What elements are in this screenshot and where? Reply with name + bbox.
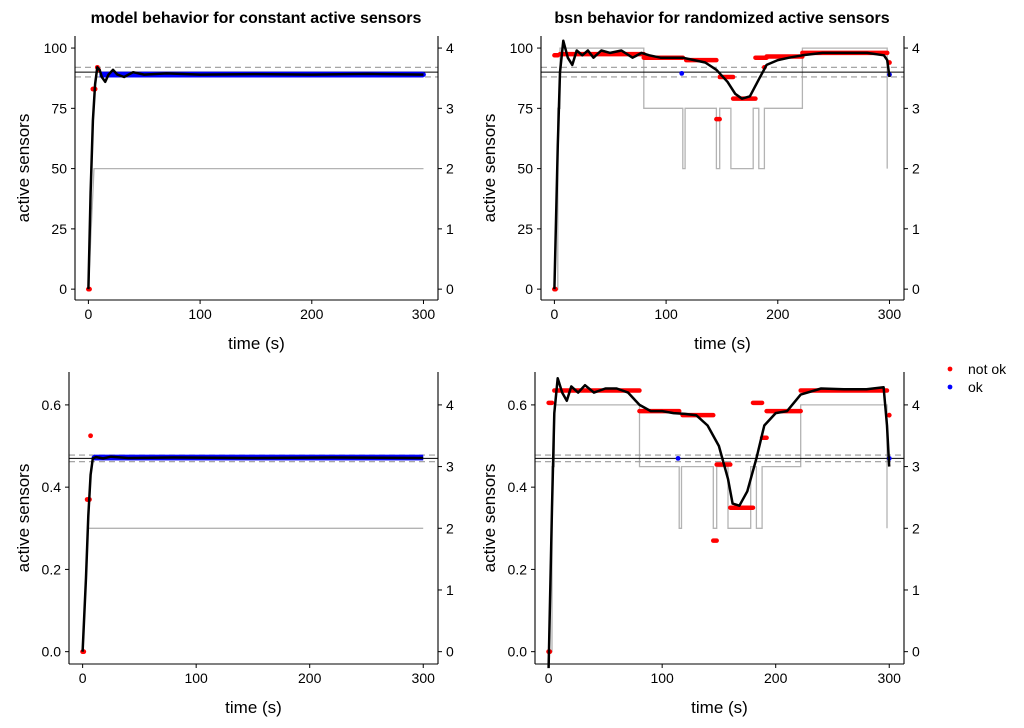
fit-line [553, 39, 891, 290]
y2-tick-label: 0 [446, 281, 454, 297]
y2-tick-label: 3 [446, 100, 454, 116]
y-tick-label: 0.4 [42, 479, 62, 495]
y-tick-label: 0 [59, 281, 67, 297]
x-tick-label: 100 [650, 670, 674, 686]
y-tick-label: 0.2 [508, 561, 528, 577]
y2-tick-label: 0 [912, 281, 920, 297]
y2-tick-label: 2 [446, 161, 454, 177]
legend-key [947, 366, 953, 372]
x-tick-label: 0 [551, 306, 559, 322]
y2-tick-label: 2 [912, 520, 920, 536]
y2-tick-label: 1 [912, 221, 920, 237]
y-tick-label: 50 [51, 161, 67, 177]
y2-tick-label: 1 [446, 221, 454, 237]
y2-tick-label: 1 [912, 582, 920, 598]
y2-tick-label: 2 [912, 161, 920, 177]
x-tick-label: 0 [545, 670, 553, 686]
x-tick-label: 200 [300, 306, 324, 322]
y-tick-label: 0.0 [508, 644, 528, 660]
panel-1: 0 100 200 300 0 25 50 75 100 0 1 2 3 4 time (s) active … [14, 10, 454, 353]
x-tick-label: 300 [878, 306, 902, 322]
y2-tick-label: 2 [446, 520, 454, 536]
x-tick-label: 200 [764, 670, 788, 686]
legend-label: ok [968, 379, 984, 395]
y2-tick-label: 1 [446, 582, 454, 598]
y-tick-label: 25 [517, 221, 533, 237]
y-tick-label: 0.0 [42, 644, 62, 660]
y-tick-label: 100 [44, 40, 68, 56]
fit-line [81, 455, 424, 652]
y2-tick-label: 3 [446, 459, 454, 475]
y-tick-label: 0.6 [42, 397, 62, 413]
active-set-line [87, 167, 424, 290]
y2-tick-label: 3 [912, 100, 920, 116]
y2-tick-label: 0 [912, 644, 920, 660]
x-tick-label: 300 [412, 670, 436, 686]
y2-tick-label: 4 [446, 397, 454, 413]
x-tick-label: 100 [654, 306, 678, 322]
fit-line [87, 66, 424, 290]
x-tick-label: 0 [79, 670, 87, 686]
x-tick-label: 300 [878, 670, 902, 686]
active-set-line [554, 47, 888, 290]
y-axis-label: active sensors [14, 114, 33, 223]
y-tick-label: 25 [51, 221, 67, 237]
x-tick-label: 0 [85, 306, 93, 322]
panel-title: model behavior for constant active senso… [91, 10, 422, 27]
ok-point [675, 455, 681, 461]
y2-tick-label: 0 [446, 644, 454, 660]
legend-key [947, 384, 953, 390]
x-axis-label: time (s) [228, 334, 285, 353]
panel-title: bsn behavior for randomized active senso… [554, 10, 889, 27]
x-tick-label: 200 [298, 670, 322, 686]
y-tick-label: 0.2 [42, 561, 62, 577]
x-axis-label: time (s) [694, 334, 751, 353]
y-axis-label: active sensors [480, 464, 499, 573]
panel-4: 0 100 200 300 0.0 0.2 0.4 0.6 0 1 2 3 4 time (s) activ… [480, 372, 920, 717]
y2-tick-label: 4 [912, 40, 920, 56]
y-tick-label: 100 [510, 40, 534, 56]
y-tick-label: 0.4 [508, 479, 528, 495]
y2-tick-label: 4 [912, 397, 920, 413]
legend: not ok ok [947, 361, 1007, 395]
panel-2: 0 100 200 300 0 25 50 75 100 0 1 2 3 4 time (s) active … [480, 10, 920, 353]
fit-line [547, 376, 891, 669]
x-axis-label: time (s) [225, 698, 282, 717]
x-tick-label: 300 [412, 306, 436, 322]
ok-point [679, 70, 685, 76]
panel-3: 0 100 200 300 0.0 0.2 0.4 0.6 0 1 2 3 4 time (s) activ… [14, 372, 454, 717]
y-tick-label: 75 [517, 100, 533, 116]
y-axis-label: active sensors [480, 114, 499, 223]
x-tick-label: 100 [184, 670, 208, 686]
y2-tick-label: 4 [446, 40, 454, 56]
y-tick-label: 50 [517, 161, 533, 177]
x-tick-label: 100 [188, 306, 212, 322]
x-tick-label: 200 [766, 306, 790, 322]
y-axis-label: active sensors [14, 464, 33, 573]
not-ok-point [88, 433, 93, 439]
active-set-line [548, 404, 888, 653]
y2-tick-label: 3 [912, 459, 920, 475]
y-tick-label: 75 [51, 100, 67, 116]
y-tick-label: 0.6 [508, 397, 528, 413]
x-axis-label: time (s) [691, 698, 748, 717]
not-ok-point [886, 412, 892, 418]
legend-label: not ok [968, 361, 1007, 377]
y-tick-label: 0 [525, 281, 533, 297]
